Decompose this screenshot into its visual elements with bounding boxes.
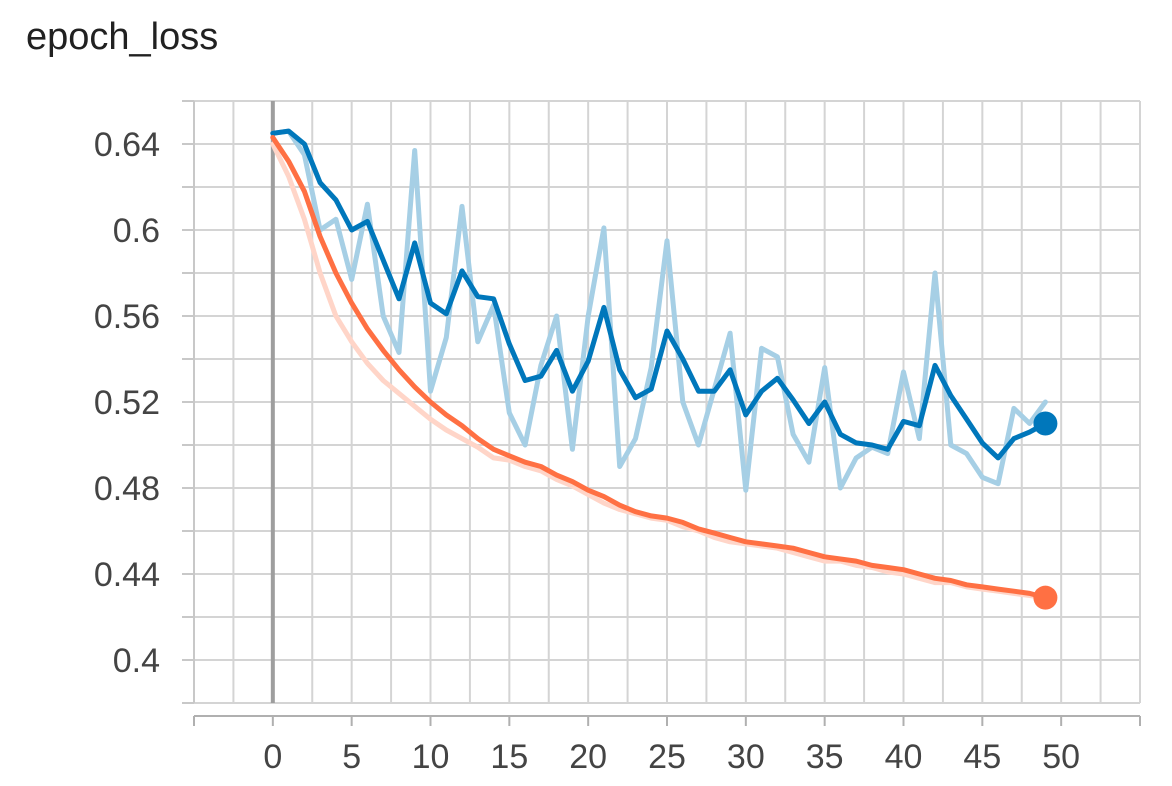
y-tick-label: 0.56 (94, 298, 160, 336)
x-tick-label: 5 (342, 738, 361, 776)
y-tick-label: 0.44 (94, 556, 160, 594)
x-tick-label: 50 (1042, 738, 1080, 776)
series-layer (270, 128, 1058, 610)
x-tick-label: 0 (263, 738, 282, 776)
series-2-smoothed-line (270, 135, 1048, 601)
series-1-smoothed-line (270, 128, 1048, 461)
x-tick-label: 35 (806, 738, 844, 776)
grid (193, 100, 1141, 704)
x-tick-label: 40 (885, 738, 923, 776)
x-tick-label: 45 (963, 738, 1001, 776)
series-2-raw-line (270, 141, 1048, 601)
x-tick-label: 20 (569, 738, 607, 776)
x-tick-label: 15 (490, 738, 528, 776)
y-tick-label: 0.4 (113, 642, 160, 680)
series-2-end-point (1033, 585, 1058, 610)
y-tick-label: 0.64 (94, 126, 160, 164)
series-1-end-point (1033, 411, 1058, 436)
x-tick-label: 10 (412, 738, 450, 776)
series-1-raw-line (270, 128, 1048, 493)
y-tick-label: 0.52 (94, 384, 160, 422)
series-2 (270, 135, 1058, 610)
chart-title: epoch_loss (26, 16, 219, 58)
tick-labels: 0.4 0.44 0.48 0.52 0.56 0.6 0.64 0 5 10 15 20 25 30 35… (94, 126, 1080, 776)
series-1 (270, 128, 1058, 493)
axes (182, 100, 1141, 726)
y-tick-label: 0.6 (113, 212, 160, 250)
x-tick-label: 25 (648, 738, 686, 776)
x-tick-label: 30 (727, 738, 765, 776)
y-tick-label: 0.48 (94, 470, 160, 508)
